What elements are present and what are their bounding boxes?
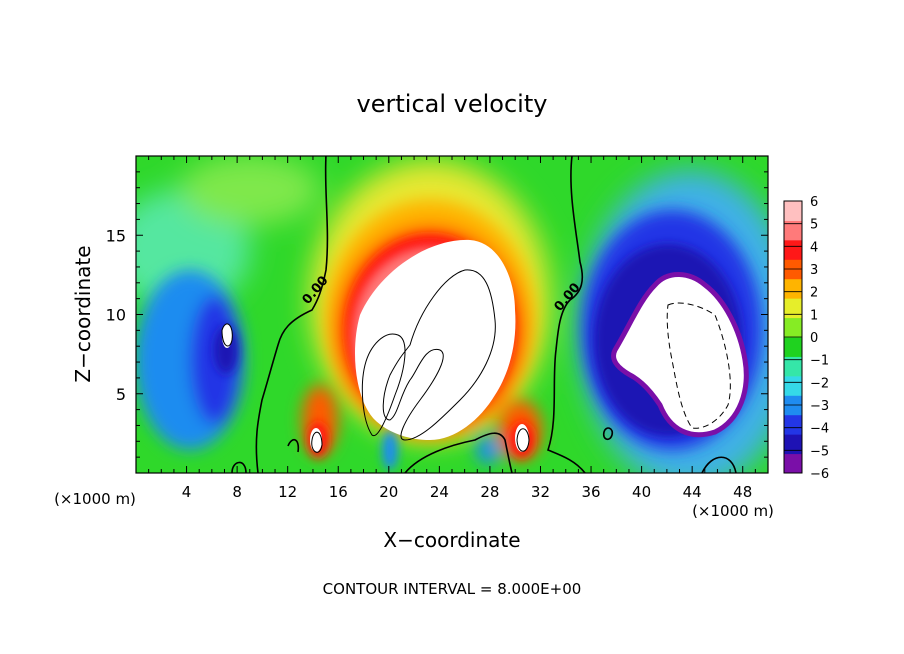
chart-title: vertical velocity [357,90,548,118]
contour-bottom-mid [404,432,513,473]
colorbar-label: −3 [810,399,829,414]
colorbar-swatch [784,337,802,357]
x-tick-label: 16 [329,483,348,501]
x-tick-label: 48 [733,483,752,501]
contours-thin [221,269,731,453]
colorbar-swatch [784,220,802,241]
plot-area: 0.00 0.00 [136,156,768,473]
colorbar-label: 6 [810,195,818,210]
contour-interval-note: CONTOUR INTERVAL = 8.000E+00 [323,580,582,598]
x-tick-label: 44 [683,483,702,501]
colorbar-label: −1 [810,354,829,369]
colorbar-label: 1 [810,308,818,323]
colorbar-label: 3 [810,263,818,278]
x-tick-label: 8 [232,483,242,501]
x-unit-left: (×1000 m) [54,490,136,508]
contour-small-hook [287,439,300,453]
contour-downdraft-dashed [666,302,731,429]
colorbar: 6 5 4 3 2 1 0 −1 −2 −3 −4 −5 −6 [783,195,829,482]
x-unit-right: (×1000 m) [692,502,774,520]
colorbar-label: 5 [810,218,818,233]
contour-zero-left [255,156,329,473]
contour-small-loop [602,427,614,441]
x-tick-label: 12 [278,483,297,501]
x-axis: 4 8 12 16 20 24 28 32 36 40 44 48 [148,156,756,501]
x-tick-label: 24 [430,483,449,501]
downdraft-core [613,274,747,435]
colorbar-label: −4 [810,422,829,437]
colorbar-label: −2 [810,376,829,391]
x-tick-label: 32 [531,483,550,501]
contour-left-white [221,323,233,347]
small-updraft-b [515,424,529,452]
colorbar-swatch [784,356,802,377]
y-axis-label: Z−coordinate [71,245,95,382]
left-core [222,324,232,348]
contour-bottom-left [231,461,247,473]
contours [231,156,737,473]
colorbar-swatch [784,239,802,260]
colorbar-swatch [784,375,802,396]
colorbar-swatch [784,453,802,474]
colorbar-label: 0 [810,331,818,346]
colorbar-swatch [784,434,802,455]
colorbar-label: −6 [810,467,829,482]
x-axis-label: X−coordinate [383,528,520,552]
x-tick-label: 36 [581,483,600,501]
colorbar-swatch [784,278,802,299]
x-tick-label: 28 [480,483,499,501]
colorbar-swatch [784,317,802,338]
contour-updraft-inner [361,333,406,437]
contour-updraft-a [311,431,323,453]
colorbar-label: 2 [810,286,818,301]
x-tick-label: 40 [632,483,651,501]
contour-updraft-b [516,428,530,452]
downdraft-ring [611,272,749,438]
colorbar-swatch [784,298,802,319]
y-tick-label: 5 [116,385,126,404]
colorbar-label: −5 [810,444,829,459]
y-axis: 5 10 15 [106,171,768,458]
contour-updraft-outer [382,269,496,441]
contour-bottom-right [701,456,737,473]
colorbar-swatch [784,201,802,221]
small-updraft-a [310,428,322,452]
x-tick-label: 20 [379,483,398,501]
y-tick-label: 15 [106,226,126,245]
y-tick-label: 10 [106,306,126,325]
x-tick-label: 4 [182,483,192,501]
contour-zero-right [547,156,586,473]
colorbar-swatch [784,414,802,435]
colorbar-label: 4 [810,240,818,255]
updraft-core [355,239,516,440]
